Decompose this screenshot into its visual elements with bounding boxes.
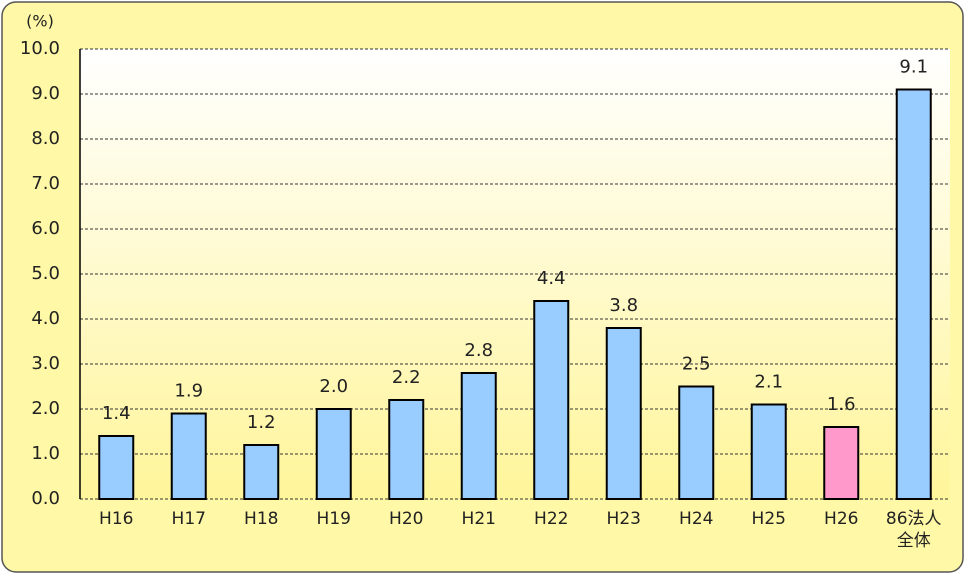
x-tick-label: H22 [534, 509, 569, 529]
data-label: 2.8 [464, 340, 493, 361]
x-tick-label: H17 [171, 509, 206, 529]
bar [315, 408, 352, 500]
y-tick-label: 4.0 [31, 308, 60, 329]
x-tick-label: H26 [824, 509, 859, 529]
y-tick-label: 7.0 [31, 173, 60, 194]
x-tick-label: H20 [389, 509, 424, 529]
bar [243, 444, 280, 500]
y-tick-label: 8.0 [31, 128, 60, 149]
bar [605, 327, 642, 500]
y-tick-label: 6.0 [31, 218, 60, 239]
data-label: 3.8 [609, 295, 638, 316]
bar [823, 426, 860, 500]
data-label: 1.2 [247, 412, 276, 433]
x-tick-label: H16 [99, 509, 134, 529]
x-tick-label: H23 [606, 509, 641, 529]
data-label: 4.4 [537, 268, 566, 289]
x-tick-label: H18 [244, 509, 279, 529]
data-label: 1.4 [102, 403, 131, 424]
bar [98, 435, 135, 500]
x-tick-label: H24 [679, 509, 714, 529]
unit-label: (%) [26, 12, 54, 31]
bar [533, 300, 570, 500]
y-tick-label: 0.0 [31, 488, 60, 509]
data-label: 2.0 [319, 376, 348, 397]
bar [170, 412, 207, 500]
y-tick-label: 9.0 [31, 83, 60, 104]
data-label: 1.6 [827, 394, 856, 415]
bar [678, 385, 715, 500]
data-label: 2.2 [392, 367, 421, 388]
x-tick-label: H19 [316, 509, 351, 529]
bar [750, 403, 787, 500]
y-tick-label: 1.0 [31, 443, 60, 464]
y-tick-label: 2.0 [31, 398, 60, 419]
y-tick-label: 3.0 [31, 353, 60, 374]
data-label: 2.1 [754, 372, 783, 393]
data-label: 9.1 [899, 57, 928, 78]
y-tick-label: 10.0 [20, 38, 60, 59]
data-label: 1.9 [174, 381, 203, 402]
bar [388, 399, 425, 500]
x-tick-label: H25 [751, 509, 786, 529]
data-label: 2.5 [682, 354, 711, 375]
x-tick-label: H21 [461, 509, 496, 529]
y-tick-label: 5.0 [31, 263, 60, 284]
bar [895, 88, 932, 500]
bar [460, 372, 497, 500]
x-tick-label: 86法人 全体 [885, 509, 942, 551]
